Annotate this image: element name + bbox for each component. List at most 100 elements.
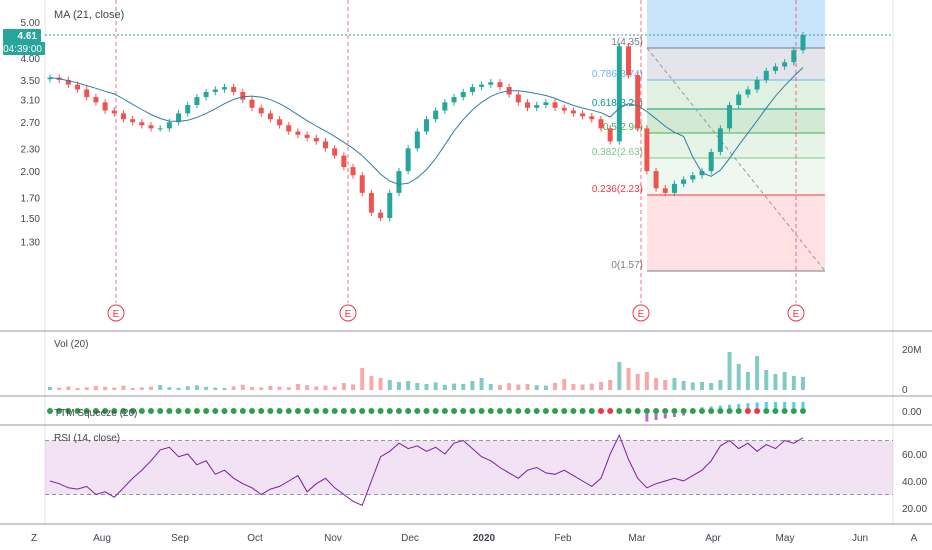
volume-bar (690, 382, 695, 390)
ttm-dot (230, 408, 237, 414)
ttm-dot (322, 408, 329, 414)
volume-bar (709, 383, 714, 390)
ttm-dot (92, 408, 99, 414)
rsi-line (49, 433, 804, 506)
ttm-dot (515, 408, 522, 414)
price-tick: 1.50 (21, 214, 41, 225)
ttm-histogram (755, 402, 759, 408)
volume-bar (727, 352, 732, 390)
ttm-dot (304, 408, 311, 414)
fib-trend-line (646, 47, 826, 272)
volume-bar (635, 374, 640, 390)
volume-bar (745, 372, 750, 390)
ttm-dot (193, 408, 200, 414)
volume-bar (801, 377, 805, 390)
volume-bar (644, 372, 649, 390)
ttm-dot (267, 408, 274, 414)
fib-zone-2 (647, 80, 825, 109)
rsi-axis: 60.00 40.00 20.00 (902, 450, 927, 515)
ttm-dot (671, 408, 678, 414)
ttm-histogram (728, 404, 732, 408)
volume-bar (149, 386, 154, 390)
time-tick: May (776, 533, 795, 544)
ttm-axis-tick: 0.00 (902, 407, 922, 418)
ttm-dot (294, 408, 301, 414)
candle-body (708, 151, 714, 172)
time-tick: Nov (324, 533, 342, 544)
candle-body (424, 119, 429, 132)
ma-label: MA (21, close) (54, 9, 124, 21)
earnings-marker[interactable] (787, 304, 805, 322)
volume-bar (663, 380, 668, 390)
candle-body (387, 192, 393, 219)
candle-body (635, 75, 641, 129)
volume-bar (250, 387, 255, 390)
candle-body (460, 91, 466, 98)
volume-bar (360, 368, 365, 390)
price-tick: 3.50 (21, 76, 41, 87)
ttm-dot (138, 408, 145, 414)
ttm-dot (579, 408, 586, 414)
candle-body (736, 94, 742, 106)
volume-bars (48, 352, 805, 390)
volume-label: Vol (20) (54, 339, 88, 350)
candle-body (120, 113, 126, 120)
ttm-dot (249, 408, 256, 414)
volume-bar (286, 387, 291, 390)
volume-bar (736, 364, 741, 390)
volume-bar (442, 384, 447, 390)
ttm-dot (102, 408, 109, 414)
candle-body (350, 167, 356, 176)
ttm-dot (698, 408, 705, 414)
rsi-label: RSI (14, close) (54, 433, 120, 444)
ttm-dot (533, 408, 540, 414)
volume-bar (222, 388, 227, 390)
volume-axis: 20M 0 (902, 345, 921, 396)
volume-bar (543, 385, 548, 390)
volume-bar (396, 382, 401, 390)
earnings-marker-label: E (113, 309, 120, 320)
candle-body (589, 116, 595, 120)
candle-body (543, 102, 549, 106)
volume-bar (295, 384, 300, 390)
ttm-dot (552, 408, 559, 414)
ttm-dot (781, 408, 788, 414)
volume-bar (525, 384, 530, 390)
volume-bar (213, 387, 218, 390)
candle-body (662, 188, 668, 193)
volume-bar (516, 384, 521, 390)
earnings-marker[interactable] (632, 304, 650, 322)
ttm-dot (129, 408, 136, 414)
candle-body (304, 134, 310, 139)
time-tick: Feb (554, 533, 572, 544)
volume-bar (194, 385, 199, 390)
last-price-value: 4.61 (18, 31, 38, 42)
earnings-marker[interactable] (339, 304, 357, 322)
earnings-marker[interactable] (107, 304, 125, 322)
volume-bar (314, 386, 319, 390)
candle-body (286, 125, 292, 132)
candle-body (221, 87, 227, 90)
rsi-band (45, 440, 893, 495)
time-tick: Sep (171, 533, 189, 544)
volume-bar (378, 378, 383, 390)
moving-average-line (49, 67, 804, 185)
candle-body (359, 175, 365, 193)
ttm-dot (570, 408, 577, 414)
volume-bar (626, 368, 631, 390)
time-tick: Mar (628, 533, 646, 544)
candle-body (240, 91, 246, 100)
ttm-dot (258, 408, 265, 414)
candle-body (570, 110, 576, 114)
volume-tick: 0 (902, 385, 908, 396)
ttm-dot (56, 408, 63, 414)
candle-body (791, 50, 797, 63)
volume-bar (553, 382, 558, 390)
ttm-dot (120, 408, 127, 414)
ttm-dot (524, 408, 531, 414)
ttm-histogram (709, 406, 713, 408)
ttm-dot (368, 408, 375, 414)
fib-zone-4 (647, 133, 825, 158)
volume-bar (470, 381, 475, 390)
